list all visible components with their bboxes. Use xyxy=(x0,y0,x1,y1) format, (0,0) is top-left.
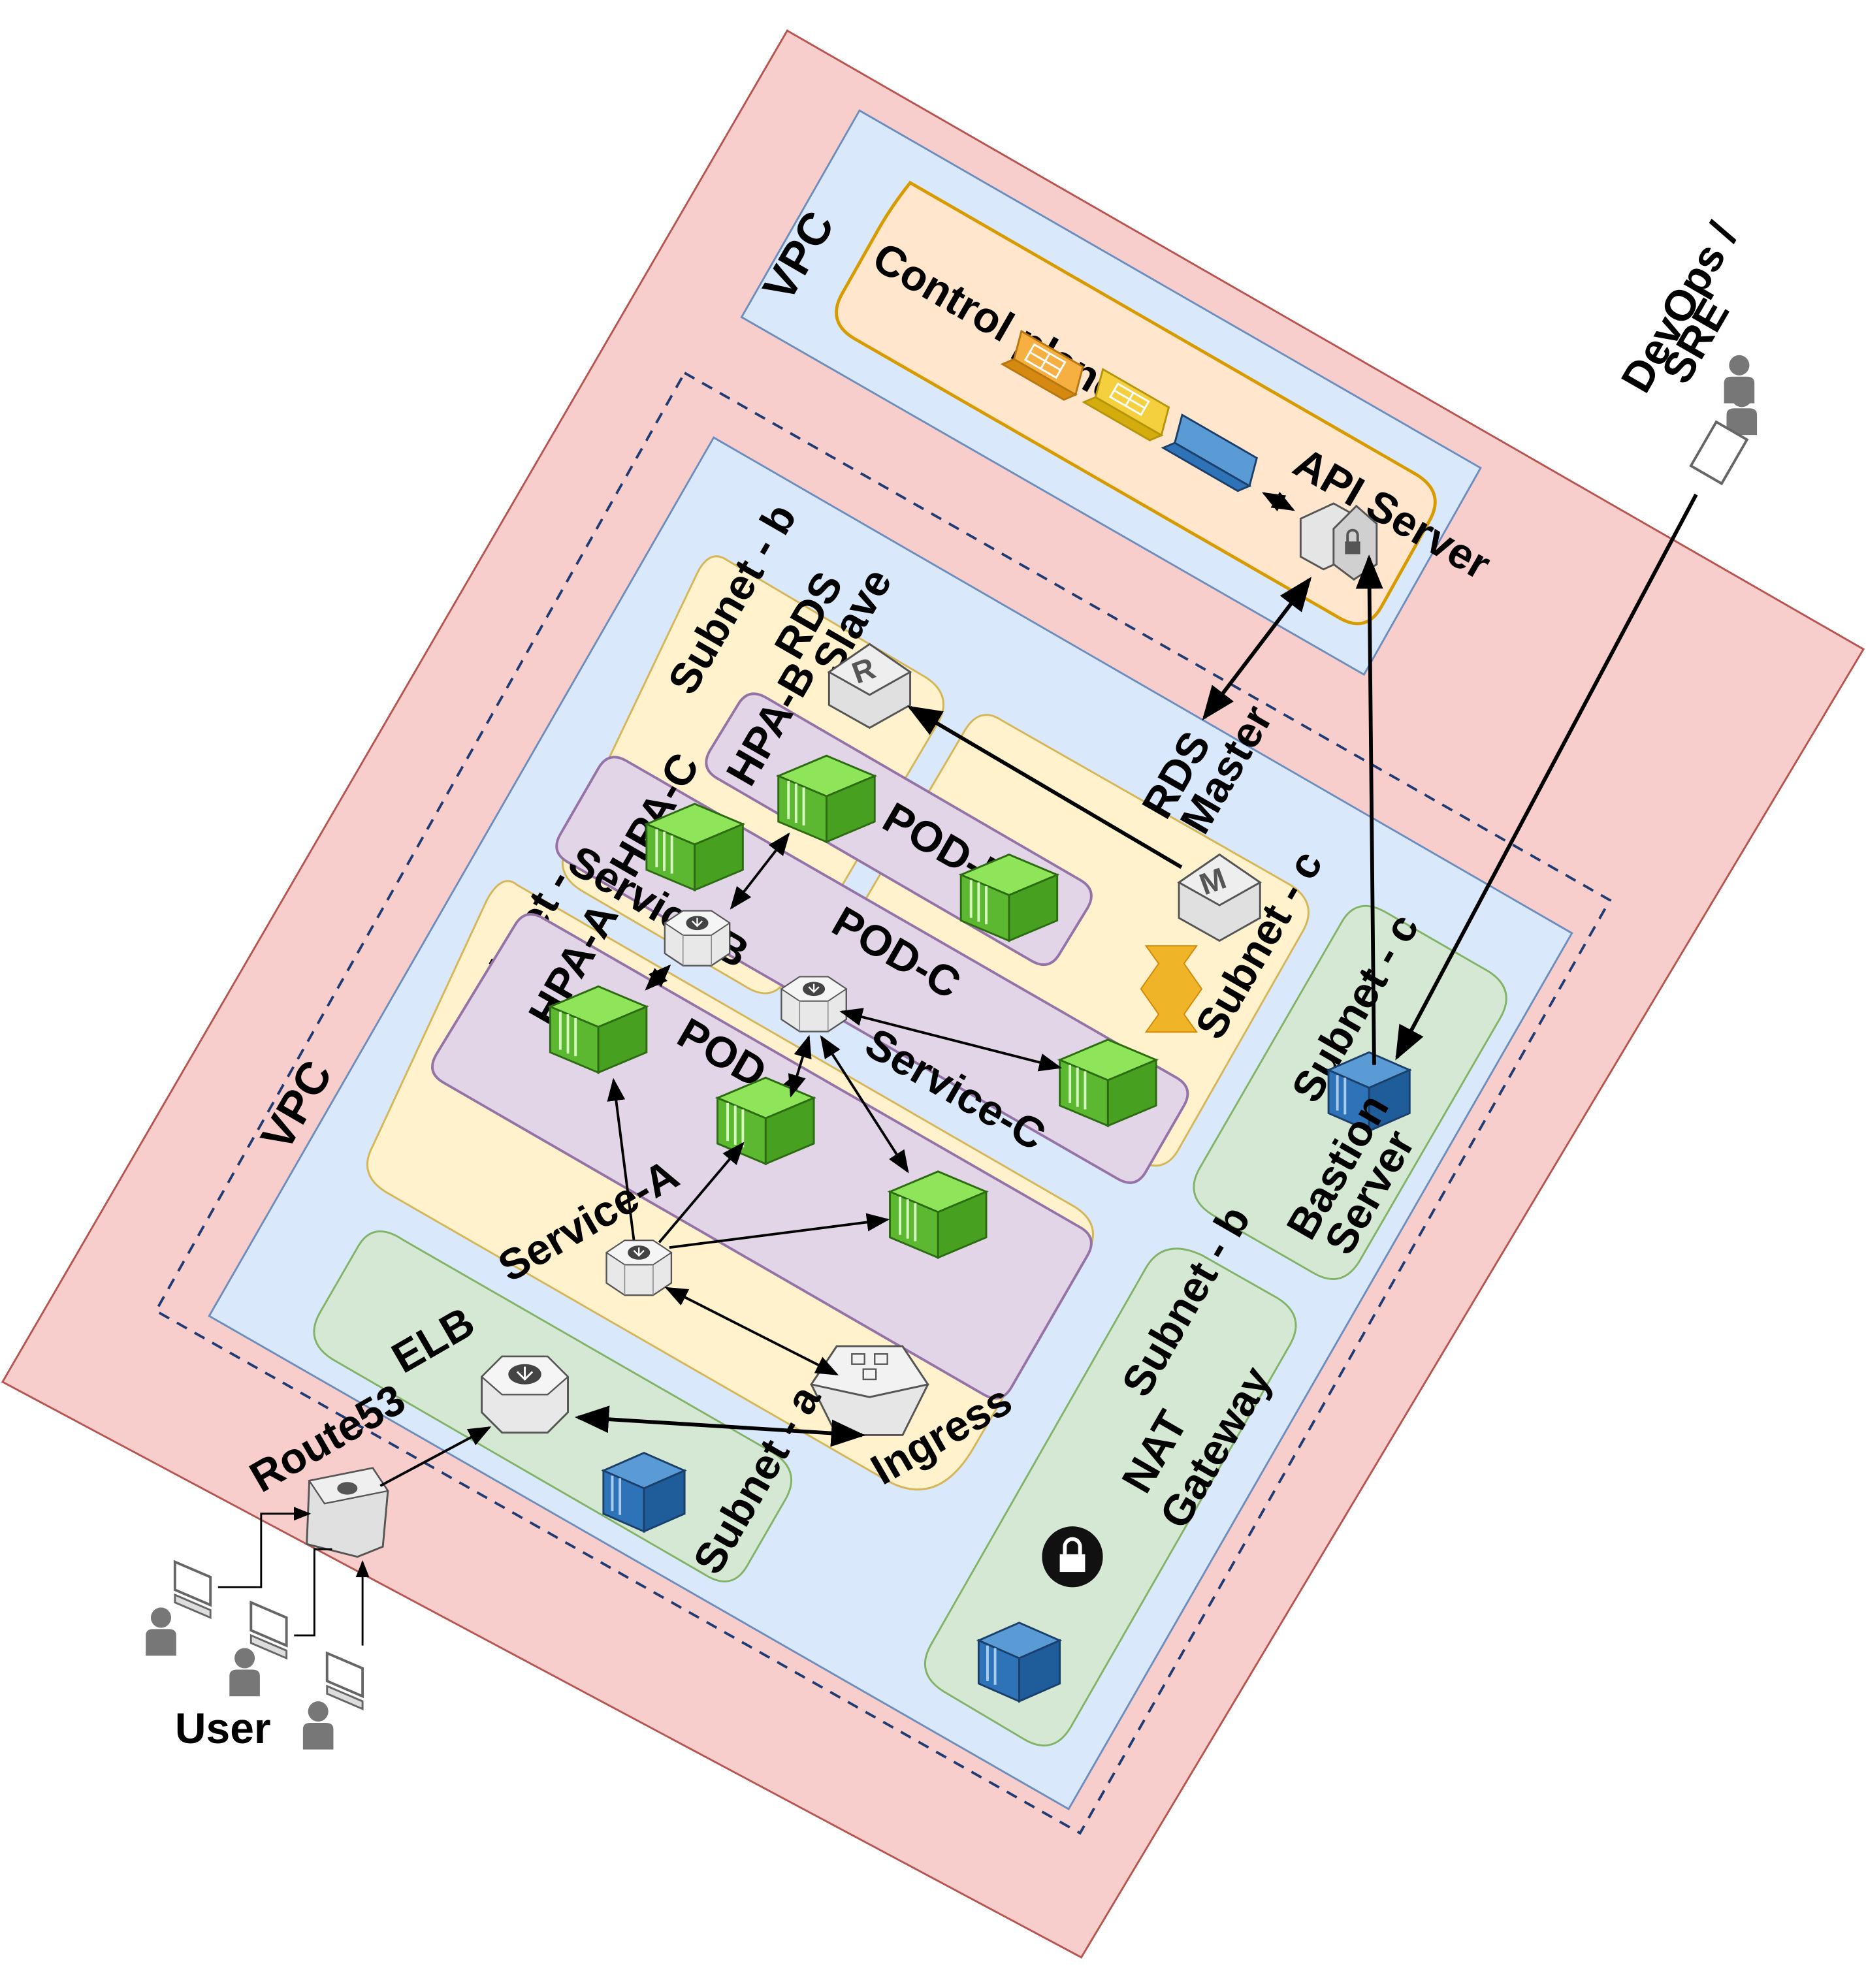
user-icon-3 xyxy=(302,1701,334,1750)
service-b-icon xyxy=(664,910,731,967)
controller-icon xyxy=(1082,368,1170,441)
eks-cluster-boundary xyxy=(154,371,1612,1835)
arrow-servicea-poda3 xyxy=(669,1213,890,1249)
arrow-route53-elb xyxy=(379,1426,492,1487)
nat-instance-icon xyxy=(977,1621,1061,1703)
arrow-devops-bastion xyxy=(1395,493,1698,1061)
arrow-servicec-podc xyxy=(839,1008,1062,1072)
arrow-apiserver-cluster xyxy=(1202,577,1312,721)
rds-slave-icon: R xyxy=(827,643,912,729)
connection-arrows xyxy=(217,491,1698,1646)
devops-user-icon xyxy=(1724,355,1758,436)
subnet-b-nat xyxy=(924,1247,1297,1747)
arrow-servicec-poda2 xyxy=(788,1034,812,1098)
arrow-ingress-servicea xyxy=(664,1287,839,1375)
arrow-user2-route53 xyxy=(294,1548,332,1637)
user-terminal-icon-3 xyxy=(325,1652,364,1710)
nat-lock-icon xyxy=(1042,1526,1103,1588)
elb-icon xyxy=(480,1355,570,1434)
arrow-master-slave xyxy=(907,705,1183,869)
arrow-servicec-poda3 xyxy=(820,1035,909,1174)
user-label: User xyxy=(175,1704,271,1752)
service-c-icon xyxy=(780,976,847,1033)
arrow-serviceb-podb xyxy=(730,832,790,910)
arrow-servicea-poda1 xyxy=(607,1078,635,1240)
arrow-elb-ingress xyxy=(574,1405,866,1447)
elb-subnet-instance-icon xyxy=(602,1451,686,1533)
route53-icon xyxy=(306,1467,389,1558)
arrow-servicea-poda2 xyxy=(658,1142,745,1243)
arrow-serviceb-poda xyxy=(645,964,671,991)
devops-terminal-icon xyxy=(1689,420,1749,486)
etcd-icon xyxy=(1161,413,1258,492)
user-icon-1 xyxy=(146,1607,176,1656)
user-terminal-icon-2 xyxy=(249,1601,288,1659)
arrow-bastion-apiserver xyxy=(1355,554,1383,1065)
user-icon-2 xyxy=(229,1648,260,1697)
arrow-user1-route53 xyxy=(217,1507,312,1588)
user-terminal-icon-1 xyxy=(173,1560,212,1619)
replication-icon xyxy=(1140,945,1203,1033)
service-a-icon xyxy=(605,1240,673,1296)
rds-master-icon: M xyxy=(1177,853,1263,942)
scheduler-icon xyxy=(1000,329,1084,401)
arrow-apiserver-etcd xyxy=(1262,491,1295,511)
